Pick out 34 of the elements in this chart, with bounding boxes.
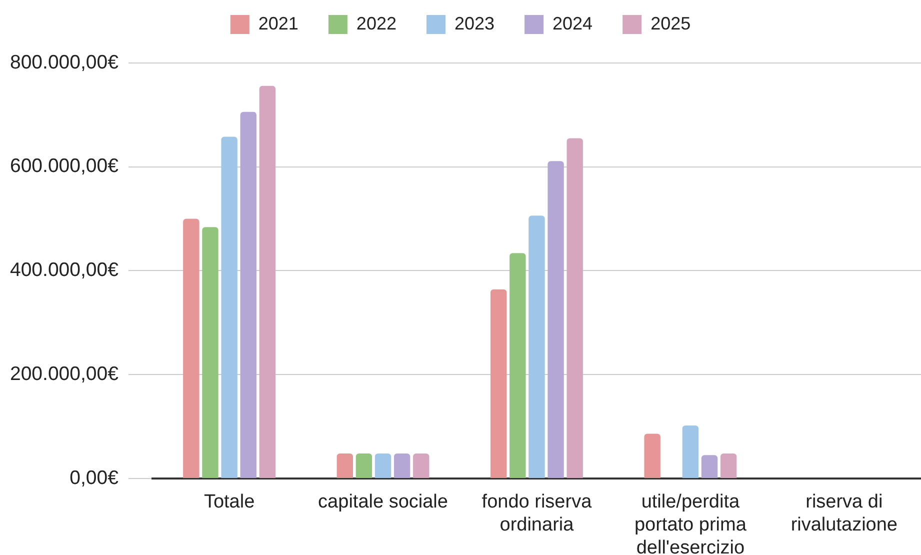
x-tick-label: capitale sociale	[318, 491, 448, 512]
bar	[336, 454, 353, 478]
bar	[510, 253, 526, 478]
x-tick-label: utile/perdita portato prima dell'esercizio	[634, 491, 747, 555]
y-tick-label: 0,00€	[70, 466, 119, 489]
bar	[183, 218, 200, 478]
y-tick-label: 400.000,00€	[10, 259, 119, 282]
bar	[394, 454, 410, 478]
bar	[490, 289, 507, 478]
legend-label: 2024	[552, 13, 593, 34]
x-tick-label: riserva di rivalutazione	[790, 491, 898, 536]
bar	[374, 454, 392, 478]
legend-label: 2025	[650, 13, 691, 34]
bar	[259, 86, 276, 478]
bar	[701, 455, 718, 478]
bar	[720, 454, 737, 478]
bar	[356, 454, 372, 478]
bar	[566, 138, 583, 478]
bar	[528, 216, 545, 478]
y-tick-label: 200.000,00€	[10, 362, 119, 385]
legend-label: 2023	[454, 13, 495, 34]
bar	[413, 454, 430, 478]
bar	[682, 425, 699, 478]
x-tick-label: Totale	[204, 491, 255, 512]
y-tick-label: 600.000,00€	[10, 155, 119, 178]
legend-label: 2021	[258, 13, 298, 34]
bar	[240, 112, 256, 478]
legend-label: 2022	[356, 13, 396, 34]
bar	[548, 161, 564, 478]
y-tick-label: 800.000,00€	[10, 51, 119, 74]
bar	[202, 227, 218, 478]
x-tick-label: fondo riserva ordinaria	[482, 491, 592, 536]
bar	[644, 434, 660, 478]
bar	[221, 136, 238, 478]
